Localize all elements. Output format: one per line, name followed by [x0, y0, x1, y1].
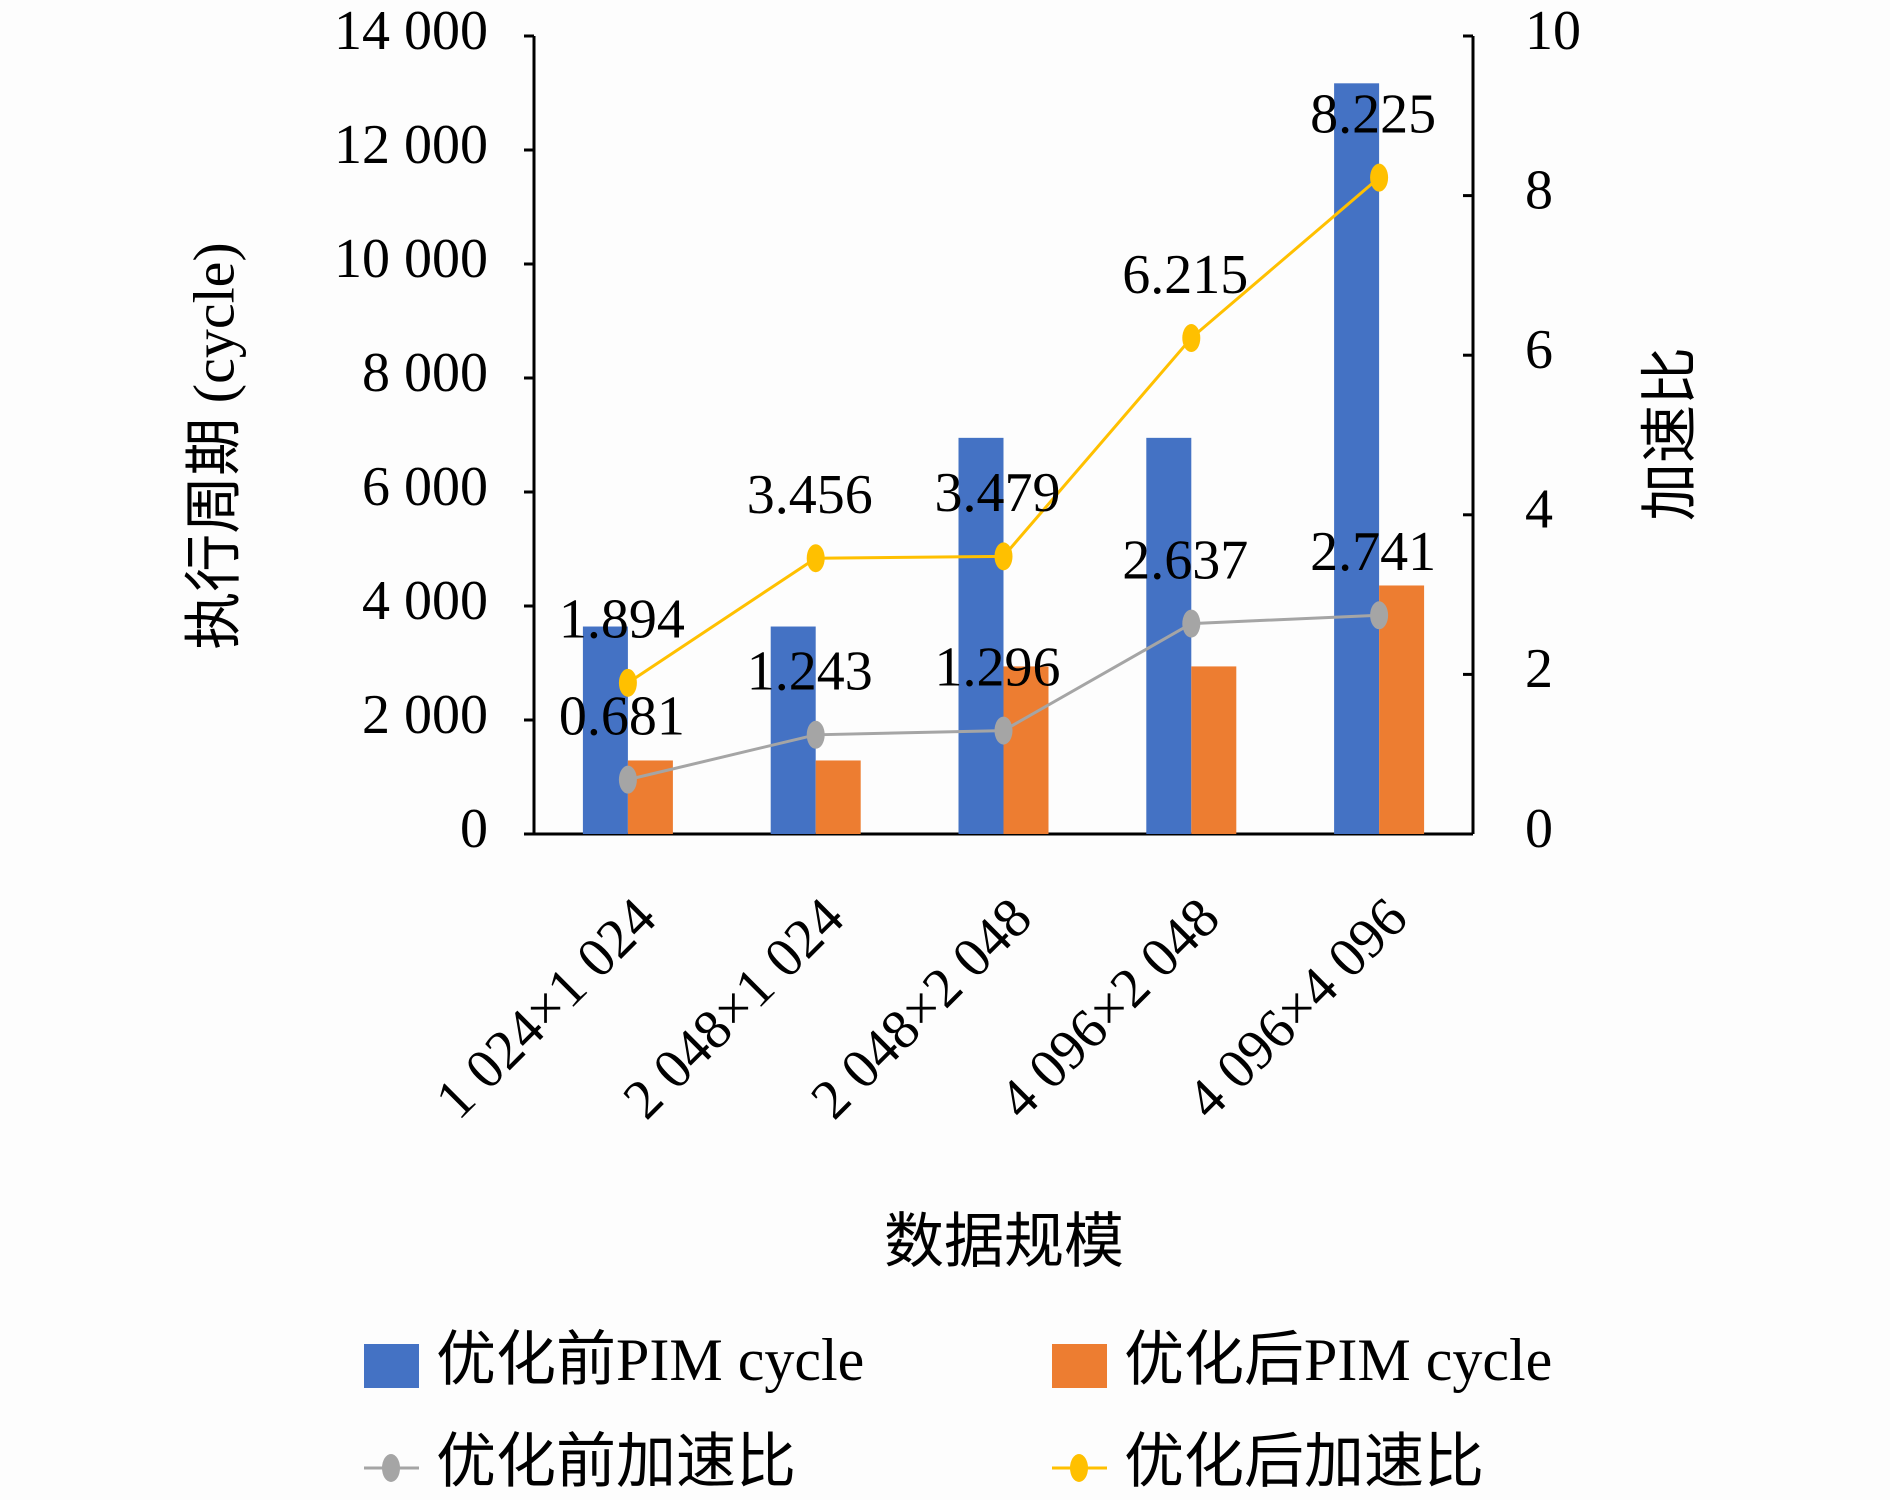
y2-axis-title: 加速比: [1637, 347, 1702, 521]
line-marker: [994, 716, 1013, 745]
y-tick-label: 4 000: [362, 570, 488, 632]
y2-tick-label: 6: [1525, 319, 1553, 381]
data-label: 0.681: [559, 685, 685, 747]
bar: [582, 626, 628, 834]
line-marker: [806, 544, 825, 573]
data-label: 1.243: [747, 641, 873, 703]
data-label: 2.637: [1122, 529, 1248, 591]
data-label: 2.741: [1310, 521, 1436, 583]
y-tick-label: 8 000: [362, 342, 488, 404]
line-marker: [618, 765, 637, 794]
data-label: 1.296: [935, 636, 1061, 698]
line-marker: [1182, 609, 1201, 638]
y2-tick-label: 2: [1525, 638, 1553, 700]
data-label: 6.215: [1122, 244, 1248, 306]
y2-tick-label: 4: [1525, 479, 1553, 541]
y-tick-label: 14 000: [334, 0, 488, 62]
data-label: 1.894: [559, 589, 685, 651]
bar: [958, 437, 1004, 834]
bar: [1379, 585, 1425, 834]
legend-swatch: [1070, 1454, 1088, 1482]
y-axis-title: 执行周期 (cycle): [181, 242, 246, 649]
legend-swatch: [382, 1454, 400, 1482]
line-marker: [618, 668, 637, 697]
y2-tick-label: 8: [1525, 159, 1553, 221]
line-marker: [1182, 324, 1201, 353]
line-marker: [806, 720, 825, 749]
data-label: 8.225: [1310, 83, 1436, 145]
legend-label: 优化后加速比: [1124, 1429, 1484, 1495]
bar: [815, 760, 861, 834]
y2-tick-label: 10: [1525, 0, 1581, 62]
bar: [1191, 666, 1237, 834]
y-tick-label: 6 000: [362, 456, 488, 518]
y2-tick-label: 0: [1525, 798, 1553, 860]
legend-label: 优化前PIM cycle: [436, 1327, 864, 1393]
line-marker: [994, 542, 1013, 571]
line-marker: [1370, 601, 1389, 630]
data-label: 3.456: [747, 464, 873, 526]
legend-swatch: [364, 1344, 419, 1388]
line-marker: [1370, 163, 1389, 192]
legend-label: 优化前加速比: [436, 1429, 796, 1495]
y-tick-label: 12 000: [334, 114, 488, 176]
x-axis-title: 数据规模: [884, 1209, 1124, 1275]
y-tick-label: 0: [460, 798, 488, 860]
legend-swatch: [1052, 1344, 1107, 1388]
y-tick-label: 2 000: [362, 684, 488, 746]
legend-label: 优化后PIM cycle: [1124, 1327, 1552, 1393]
bar: [1003, 666, 1049, 834]
data-label: 3.479: [935, 462, 1061, 524]
y-tick-label: 10 000: [334, 228, 488, 290]
